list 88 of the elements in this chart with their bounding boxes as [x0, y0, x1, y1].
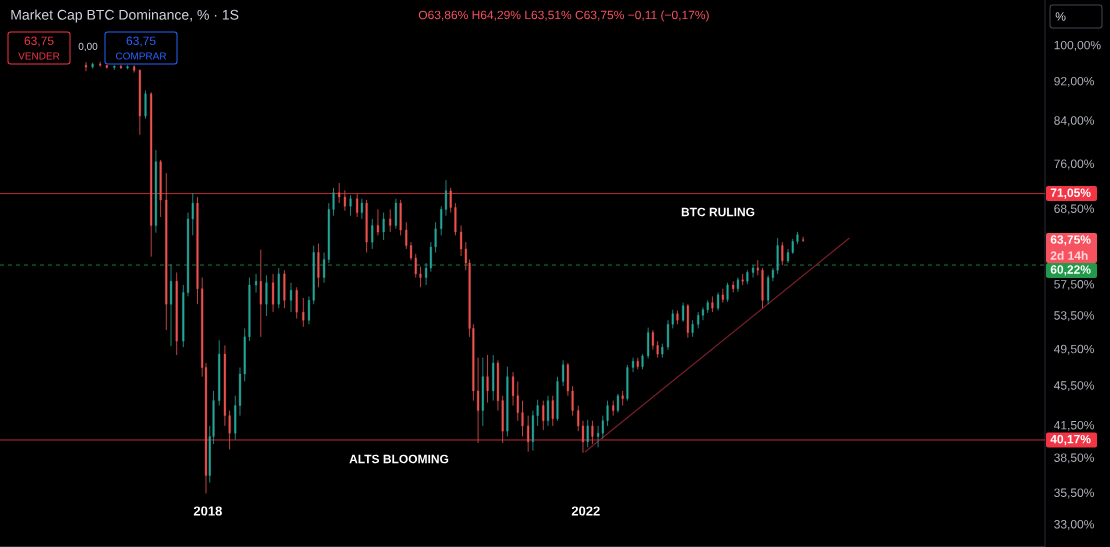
annotation: 0,00: [78, 42, 98, 52]
candlestick: [295, 286, 298, 319]
candlestick: [307, 296, 310, 325]
candlestick: [84, 61, 88, 72]
x-tick-label: 2018: [193, 506, 222, 516]
ref-line-label: 40,17%: [1050, 434, 1091, 446]
candlestick: [521, 400, 524, 437]
candlestick: [343, 189, 346, 212]
text: O63,86% H64,29% L63,51% C63,75% −0,11 (−0,17%): [418, 10, 709, 22]
candlestick: [414, 253, 417, 278]
candlestick: [389, 208, 392, 233]
x-tick-label: 2022: [571, 506, 600, 516]
candlestick: [376, 208, 379, 236]
candlestick: [756, 259, 759, 276]
annotation: VENDER: [18, 52, 60, 60]
candlestick: [486, 354, 489, 403]
candlestick: [527, 415, 530, 453]
candlestick: [265, 274, 268, 317]
candlestick: [144, 90, 147, 120]
candlestick: [571, 385, 574, 417]
y-tick-label: 53,50%: [1054, 311, 1094, 322]
ref-line-label: 71,05%: [1050, 188, 1091, 199]
candlestick: [632, 357, 635, 373]
y-tick-label: 76,00%: [1054, 159, 1094, 170]
candlestick: [477, 357, 480, 444]
y-tick-label: 57,50%: [1054, 280, 1094, 290]
y-tick-label: 33,00%: [1054, 520, 1094, 530]
text: %: [1055, 12, 1066, 21]
candlestick: [586, 419, 589, 448]
text: 63,75%: [1050, 235, 1091, 246]
candlestick: [356, 193, 359, 218]
candlestick: [419, 266, 422, 288]
candlestick: [802, 236, 805, 243]
y-tick-label: 68,50%: [1054, 204, 1094, 215]
candlestick: [449, 187, 452, 213]
candlestick: [332, 187, 335, 217]
y-tick-label: 84,00%: [1054, 116, 1094, 127]
candlestick: [781, 241, 784, 266]
candlestick: [536, 399, 539, 427]
candlestick: [228, 410, 231, 450]
y-tick-label: 100,00%: [1054, 40, 1101, 51]
candlestick: [701, 306, 705, 321]
candlestick: [371, 218, 374, 250]
candlestick: [349, 194, 352, 217]
candlestick: [616, 393, 619, 413]
candlestick: [434, 221, 437, 253]
annotation: 63,75: [24, 36, 54, 47]
y-tick-label: 49,50%: [1053, 344, 1094, 355]
candlestick: [551, 395, 554, 427]
annotation: ALTS BLOOMING: [349, 454, 449, 464]
y-tick-label: 35,50%: [1054, 488, 1094, 499]
candlestick: [360, 198, 363, 220]
candlestick: [382, 212, 385, 241]
candlestick: [671, 309, 674, 329]
candlestick: [169, 264, 173, 347]
candlestick: [647, 327, 650, 359]
candlestick: [302, 297, 305, 328]
y-tick-label: 45,50%: [1053, 381, 1094, 392]
candlestick: [726, 282, 729, 303]
ref-line-label: 60,22%: [1050, 265, 1091, 276]
candlestick: [666, 319, 670, 351]
candlestick: [606, 400, 609, 427]
candlestick: [767, 274, 770, 305]
annotation: COMPRAR: [115, 52, 167, 60]
candlestick: [542, 400, 545, 431]
text: 2d 14h: [1050, 251, 1088, 260]
annotation: 63,75: [126, 36, 156, 47]
candlestick: [651, 329, 654, 351]
candlestick: [259, 249, 262, 338]
candlestick: [255, 273, 258, 293]
candlestick: [289, 282, 293, 313]
candlestick: [562, 359, 565, 387]
candlestick: [621, 390, 624, 406]
candlestick: [338, 182, 341, 204]
candlestick: [752, 264, 755, 278]
candlestick: [682, 302, 685, 323]
y-tick-label: 92,00%: [1054, 76, 1094, 87]
candlestick: [272, 273, 275, 313]
candlestick: [601, 415, 604, 439]
y-tick-label: 38,50%: [1054, 453, 1094, 464]
y-tick-label: 41,50%: [1053, 420, 1094, 431]
candlestick: [405, 221, 408, 250]
candlestick: [409, 241, 413, 261]
candlestick: [591, 420, 594, 445]
candlestick: [394, 198, 397, 230]
candlestick: [546, 395, 550, 427]
annotation: BTC RULING: [681, 207, 755, 217]
text: Market Cap BTC Dominance, % · 1S: [11, 9, 239, 23]
